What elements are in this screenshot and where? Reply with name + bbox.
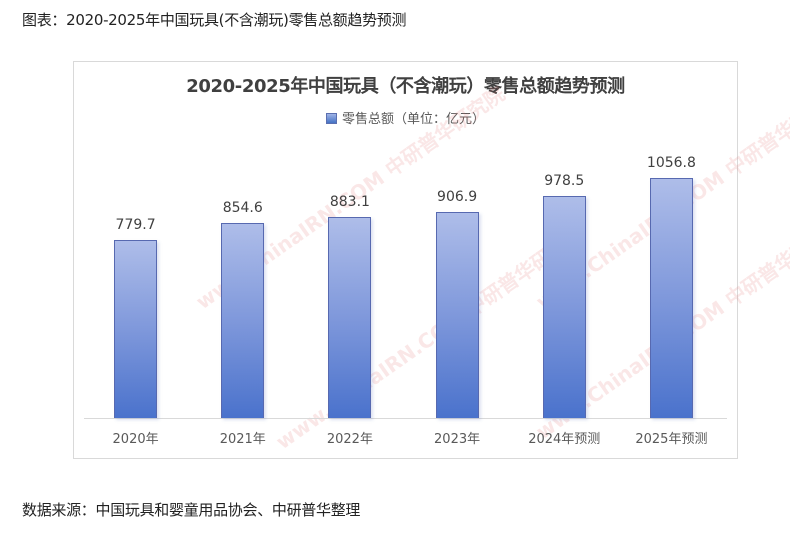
data-source: 数据来源：中国玩具和婴童用品协会、中研普华整理	[22, 501, 361, 519]
bar-value-label: 883.1	[329, 194, 370, 210]
legend-label: 零售总额（单位：亿元）	[341, 112, 485, 127]
bar	[328, 217, 372, 418]
x-tick-label: 2020年	[112, 432, 159, 447]
x-axis-line	[84, 418, 727, 419]
x-tick-label: 2025年预测	[635, 432, 708, 447]
x-tick-label: 2022年	[326, 432, 373, 447]
x-tick-label: 2021年	[219, 432, 266, 447]
bar	[649, 178, 693, 418]
bar-value-label: 854.6	[222, 200, 263, 216]
figure-caption: 图表：2020-2025年中国玩具(不含潮玩)零售总额趋势预测	[22, 11, 407, 29]
x-tick-label: 2024年预测	[528, 432, 601, 447]
bar-value-label: 1056.8	[646, 155, 696, 171]
chart-container: 2020-2025年中国玩具（不含潮玩）零售总额趋势预测 零售总额（单位：亿元）…	[73, 61, 790, 459]
bar	[221, 223, 265, 418]
legend-swatch-icon	[325, 113, 337, 124]
plot-area: 779.7 854.6 883.1 906.9 978.5 1056.8	[84, 142, 727, 419]
bar-value-label: 779.7	[115, 217, 156, 233]
x-tick-label: 2023年	[434, 432, 481, 447]
bar-value-label: 978.5	[544, 173, 585, 189]
bar	[542, 196, 586, 418]
bar	[435, 212, 479, 418]
chart-title: 2020-2025年中国玩具（不含潮玩）零售总额趋势预测	[186, 76, 625, 97]
bar-value-label: 906.9	[437, 189, 478, 205]
bar	[114, 240, 158, 418]
chart-legend: 零售总额（单位：亿元）	[74, 108, 737, 127]
